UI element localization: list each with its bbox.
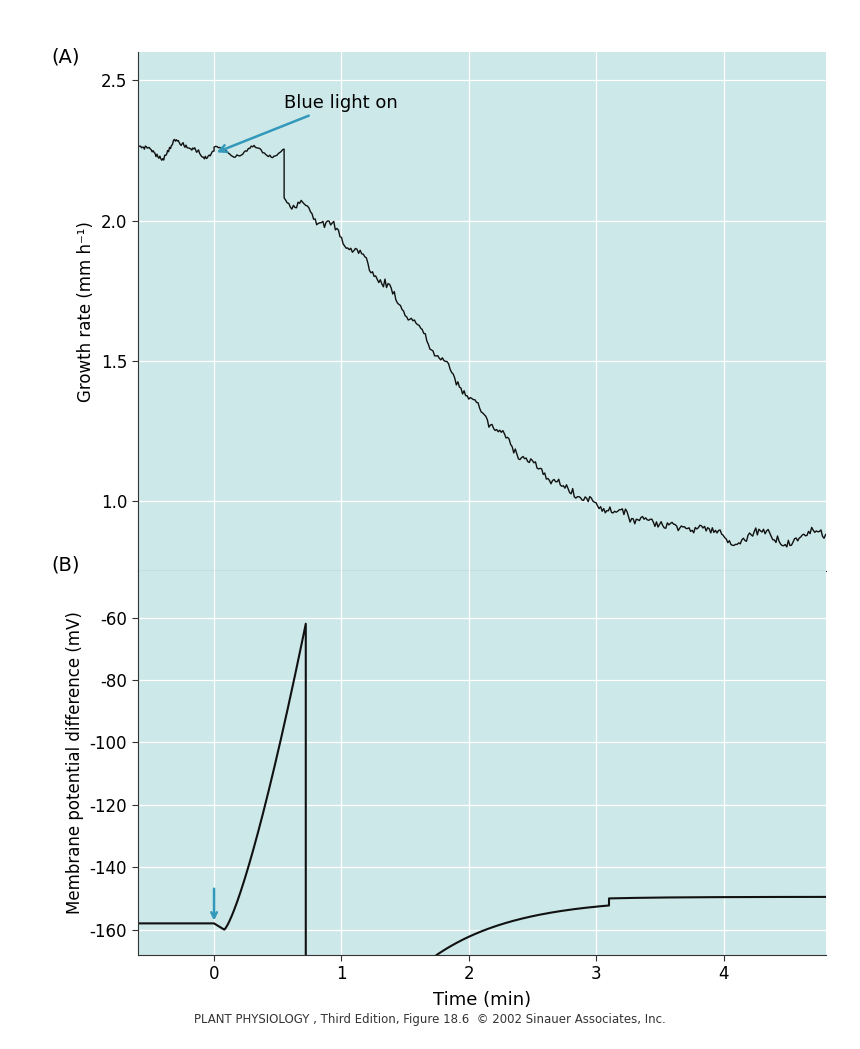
Y-axis label: Membrane potential difference (mV): Membrane potential difference (mV) bbox=[66, 612, 84, 914]
Text: PLANT PHYSIOLOGY , Third Edition, Figure 18.6  © 2002 Sinauer Associates, Inc.: PLANT PHYSIOLOGY , Third Edition, Figure… bbox=[194, 1013, 666, 1026]
Text: Blue light on: Blue light on bbox=[219, 93, 398, 152]
X-axis label: Time (min): Time (min) bbox=[433, 991, 531, 1009]
Y-axis label: Growth rate (mm h⁻¹): Growth rate (mm h⁻¹) bbox=[77, 221, 95, 402]
Text: (A): (A) bbox=[52, 47, 80, 66]
Text: (B): (B) bbox=[52, 555, 80, 575]
